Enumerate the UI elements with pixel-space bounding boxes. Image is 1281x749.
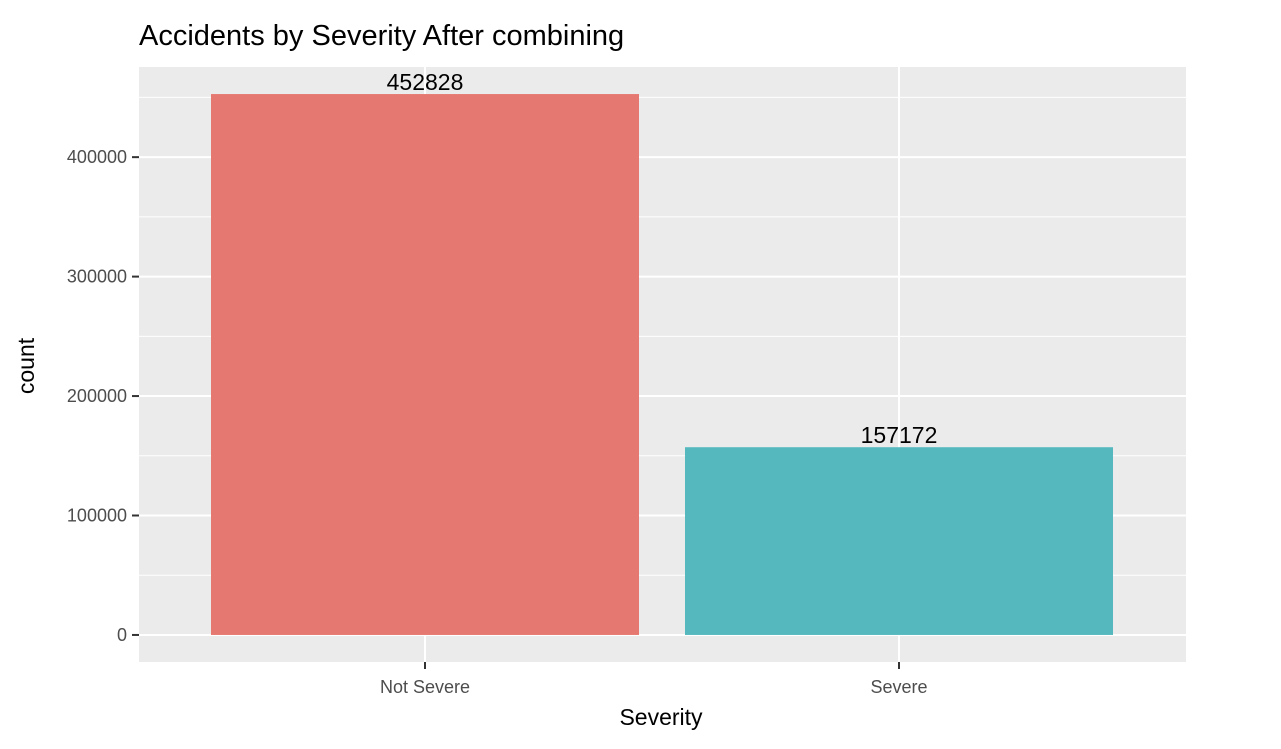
bars <box>211 94 1113 635</box>
bar-severe <box>685 447 1113 635</box>
bar-value-label: 157172 <box>861 422 938 448</box>
bar-not-severe <box>211 94 639 635</box>
y-tick-label: 100000 <box>67 506 127 526</box>
x-tick-label: Severe <box>870 677 927 697</box>
chart-title: Accidents by Severity After combining <box>139 20 624 52</box>
y-axis: 0 100000 200000 300000 400000 <box>67 147 139 645</box>
y-tick-label: 200000 <box>67 386 127 406</box>
bar-value-label: 452828 <box>387 69 464 95</box>
bar-value-labels: 452828 157172 <box>387 69 938 448</box>
y-tick-label: 400000 <box>67 147 127 167</box>
x-axis: Not Severe Severe <box>380 662 928 697</box>
y-tick-label: 300000 <box>67 267 127 287</box>
x-axis-title: Severity <box>619 704 703 730</box>
y-axis-title: count <box>13 337 39 394</box>
y-tick-label: 0 <box>117 625 127 645</box>
x-tick-label: Not Severe <box>380 677 470 697</box>
